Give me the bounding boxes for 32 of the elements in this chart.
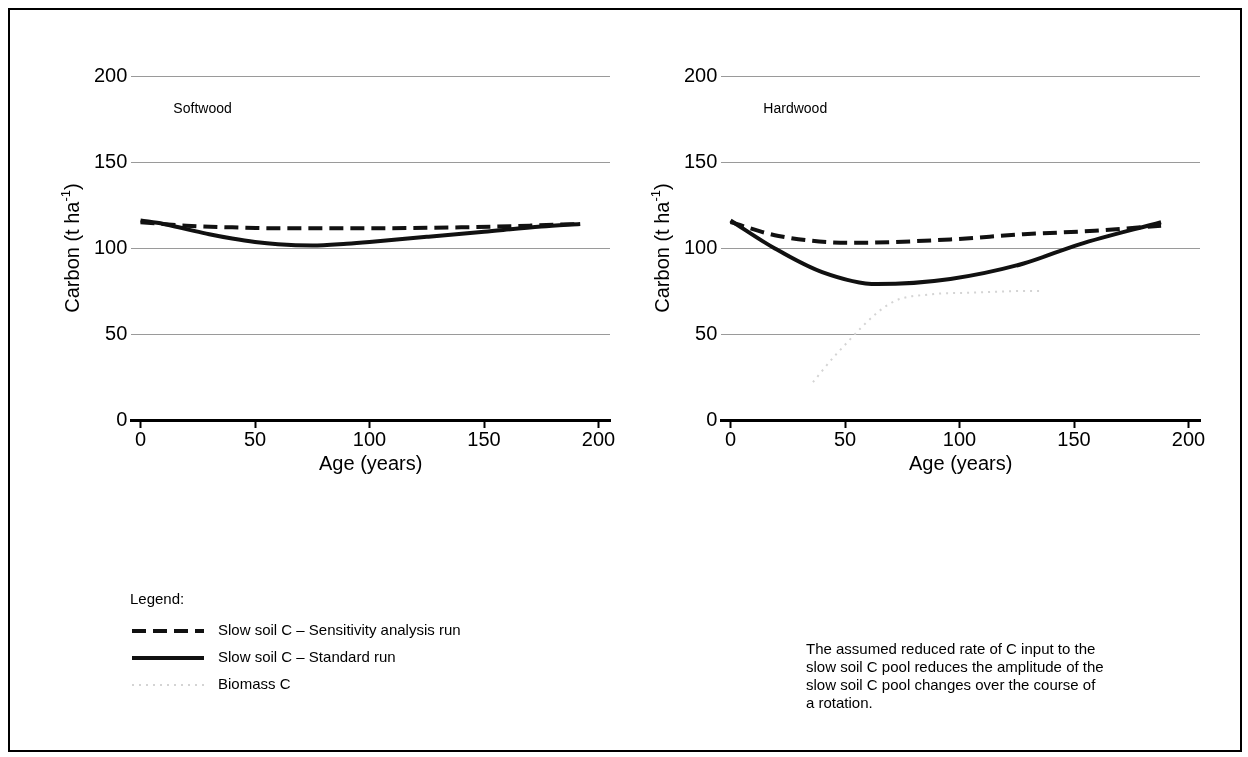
y-tick-label: 200: [683, 63, 718, 86]
x-tick-label: 0: [134, 427, 147, 450]
y-tick-label: 100: [683, 235, 718, 258]
y-tick-label: 0: [116, 407, 128, 430]
text: The assumed reduced rate of C input to the slow soil C pool reduces the amplitude of the slow soil C pool changes over the course of a rotation.: [806, 640, 1105, 712]
legend-label: Slow soil C – Standard run: [218, 648, 396, 665]
x-tick-label: 200: [1171, 427, 1206, 450]
x-tick-label: 100: [942, 427, 977, 450]
y-tick-label: 0: [706, 407, 718, 430]
y-axis-title: Carbon (t ha-1): [647, 183, 673, 313]
x-tick-label: 0: [724, 427, 737, 450]
y-tick-label: 50: [105, 321, 128, 344]
y-tick-label: 150: [683, 149, 718, 172]
y-tick-label: 200: [93, 63, 128, 86]
x-tick-label: 100: [352, 427, 387, 450]
y-tick-label: 100: [93, 235, 128, 258]
y-axis-title: Carbon (t ha-1): [57, 183, 83, 313]
x-tick-label: 150: [1057, 427, 1091, 450]
x-tick-label: 200: [581, 427, 616, 450]
text: Softwood: [173, 99, 232, 116]
text: Hardwood: [763, 99, 828, 116]
y-tick-label: 50: [695, 321, 718, 344]
legend-title: Legend:: [130, 590, 186, 607]
x-tick-label: 150: [467, 427, 501, 450]
x-tick-label: 50: [833, 427, 857, 450]
x-axis-title: Age (years): [319, 451, 423, 474]
line-series: [811, 290, 1041, 384]
legend-label: Slow soil C – Sensitivity analysis run: [218, 621, 461, 638]
x-axis-title: Age (years): [909, 451, 1013, 474]
y-tick-label: 150: [93, 149, 128, 172]
text: Biomass C: [218, 675, 291, 692]
x-tick-label: 50: [243, 427, 267, 450]
